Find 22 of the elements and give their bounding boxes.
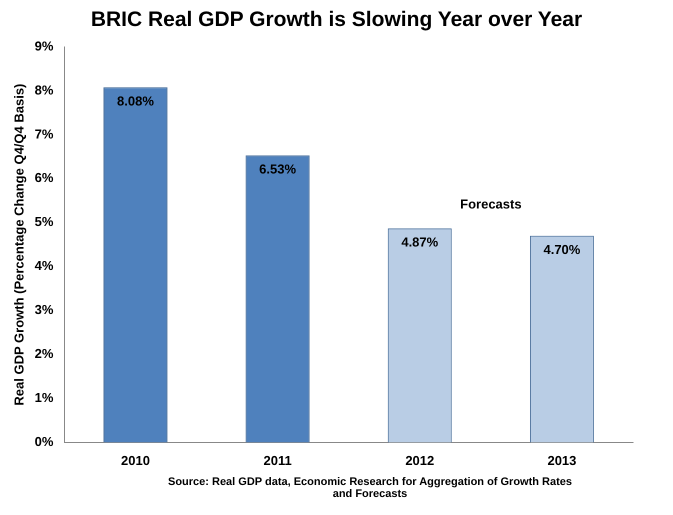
data-label: 4.87%	[401, 234, 439, 250]
y-tick-label: 0%	[34, 434, 54, 449]
source-note: Source: Real GDP data, Economic Research for Aggregation of Growth Rates and Forecasts	[166, 476, 574, 500]
y-tick-label: 3%	[34, 302, 54, 318]
x-tick-label: 2010	[121, 452, 150, 468]
x-tick-label: 2011	[264, 452, 292, 468]
y-tick-label: 4%	[34, 258, 54, 274]
data-label: 6.53%	[259, 161, 296, 176]
y-tick-label: 7%	[34, 126, 54, 142]
x-tick-label: 2013	[547, 452, 576, 468]
chart-title: BRIC Real GDP Growth is Slowing Year over Year	[90, 8, 584, 33]
y-tick-label: 9%	[34, 38, 54, 54]
y-axis-title: Real GDP Growth (Percentage Change Q4/Q4 Basis)	[11, 84, 26, 406]
y-tick-label: 5%	[34, 214, 54, 230]
data-label: 4.70%	[543, 242, 581, 257]
y-tick-label: 6%	[34, 170, 54, 186]
y-tick-label: 1%	[34, 390, 54, 406]
y-tick-label: 8%	[34, 82, 54, 98]
data-label: 8.08%	[117, 93, 154, 108]
x-tick-label: 2012	[405, 452, 434, 468]
annotation: Forecasts	[460, 196, 522, 212]
y-tick-label: 2%	[34, 346, 54, 362]
